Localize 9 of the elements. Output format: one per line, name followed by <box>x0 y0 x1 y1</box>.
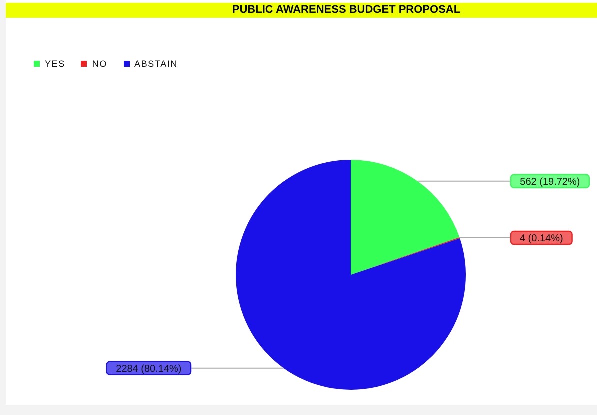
legend-label: NO <box>92 59 108 69</box>
pie-slice <box>351 160 460 275</box>
data-label: 2284 (80.14%) <box>116 364 182 375</box>
legend-label: ABSTAIN <box>134 59 178 69</box>
chart-title: PUBLIC AWARENESS BUDGET PROPOSAL <box>6 3 597 18</box>
data-label: 562 (19.72%) <box>520 176 580 188</box>
data-label: 4 (0.14%) <box>520 234 564 245</box>
pie-slice <box>236 160 466 390</box>
legend-label: YES <box>45 59 66 69</box>
